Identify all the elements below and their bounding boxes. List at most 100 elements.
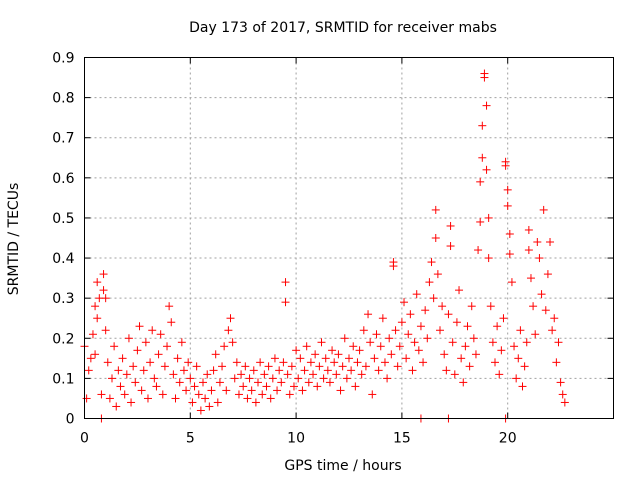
- data-point: [425, 278, 434, 287]
- data-point: [503, 201, 512, 210]
- data-point: [124, 334, 133, 343]
- data-point: [294, 374, 303, 383]
- data-point: [249, 366, 258, 375]
- data-point: [503, 185, 512, 194]
- data-point: [118, 354, 127, 363]
- data-point: [281, 278, 290, 287]
- x-axis-label: GPS time / hours: [284, 458, 401, 474]
- data-point: [505, 229, 514, 238]
- data-point: [277, 378, 286, 387]
- data-point: [319, 374, 328, 383]
- x-tick-label: 20: [499, 431, 517, 447]
- data-point: [476, 177, 485, 186]
- data-point: [347, 366, 356, 375]
- data-point: [374, 366, 383, 375]
- data-point: [364, 310, 373, 319]
- data-point: [516, 326, 525, 335]
- data-point: [215, 378, 224, 387]
- data-point: [366, 338, 375, 347]
- data-point: [203, 370, 212, 379]
- data-point: [438, 302, 447, 311]
- data-point: [349, 342, 358, 351]
- data-point: [198, 378, 207, 387]
- data-point: [137, 386, 146, 395]
- data-point: [241, 362, 250, 371]
- data-point: [395, 342, 404, 351]
- data-point: [135, 322, 144, 331]
- data-point: [122, 370, 131, 379]
- data-point: [258, 390, 267, 399]
- data-point: [486, 302, 495, 311]
- data-point: [296, 354, 305, 363]
- data-point: [298, 386, 307, 395]
- data-point: [182, 386, 191, 395]
- data-point: [275, 366, 284, 375]
- data-point: [397, 318, 406, 327]
- data-point: [169, 370, 178, 379]
- data-point: [448, 338, 457, 347]
- data-point: [154, 350, 163, 359]
- data-point: [340, 334, 349, 343]
- data-point: [507, 278, 516, 287]
- data-point: [501, 161, 510, 170]
- data-point: [218, 362, 227, 371]
- data-point: [461, 342, 470, 351]
- data-point: [82, 394, 91, 403]
- data-point: [408, 366, 417, 375]
- data-point: [254, 378, 263, 387]
- data-point: [302, 342, 311, 351]
- data-point: [234, 390, 243, 399]
- y-axis-label: SRMTID / TECUs: [6, 183, 22, 296]
- data-point: [116, 382, 125, 391]
- data-point: [213, 398, 222, 407]
- data-point: [209, 366, 218, 375]
- data-point: [304, 378, 313, 387]
- data-point: [361, 362, 370, 371]
- grid-lines: [84, 57, 614, 419]
- data-point: [450, 370, 459, 379]
- data-point: [416, 322, 425, 331]
- data-point: [387, 350, 396, 359]
- data-point: [495, 370, 504, 379]
- data-point: [184, 358, 193, 367]
- data-point: [480, 73, 489, 82]
- data-point: [499, 314, 508, 323]
- data-point: [101, 294, 110, 303]
- data-point: [179, 366, 188, 375]
- x-tick-label: 15: [393, 431, 411, 447]
- data-point: [431, 205, 440, 214]
- data-point: [541, 306, 550, 315]
- data-point: [402, 354, 411, 363]
- data-point: [300, 366, 309, 375]
- data-point: [467, 302, 476, 311]
- data-point: [270, 354, 279, 363]
- data-point: [345, 354, 353, 363]
- data-point: [148, 326, 157, 335]
- data-point: [514, 354, 523, 363]
- data-point: [351, 382, 360, 391]
- data-point: [342, 374, 351, 383]
- data-point: [442, 366, 451, 375]
- data-points: [80, 69, 569, 423]
- data-point: [406, 310, 415, 319]
- data-point: [127, 398, 136, 407]
- data-point: [412, 290, 421, 299]
- data-point: [317, 338, 326, 347]
- data-point: [224, 326, 233, 335]
- data-point: [435, 326, 444, 335]
- data-point: [493, 322, 502, 331]
- data-point: [99, 270, 108, 279]
- data-point: [385, 334, 394, 343]
- data-point: [526, 274, 535, 283]
- data-point: [410, 338, 419, 347]
- data-point: [446, 221, 455, 230]
- data-point: [535, 254, 544, 263]
- data-point: [325, 378, 334, 387]
- y-tick-label: 0.5: [52, 211, 74, 227]
- data-point: [228, 338, 237, 347]
- data-point: [239, 382, 248, 391]
- data-point: [173, 354, 182, 363]
- data-point: [419, 358, 428, 367]
- data-point: [230, 374, 239, 383]
- data-point: [190, 382, 199, 391]
